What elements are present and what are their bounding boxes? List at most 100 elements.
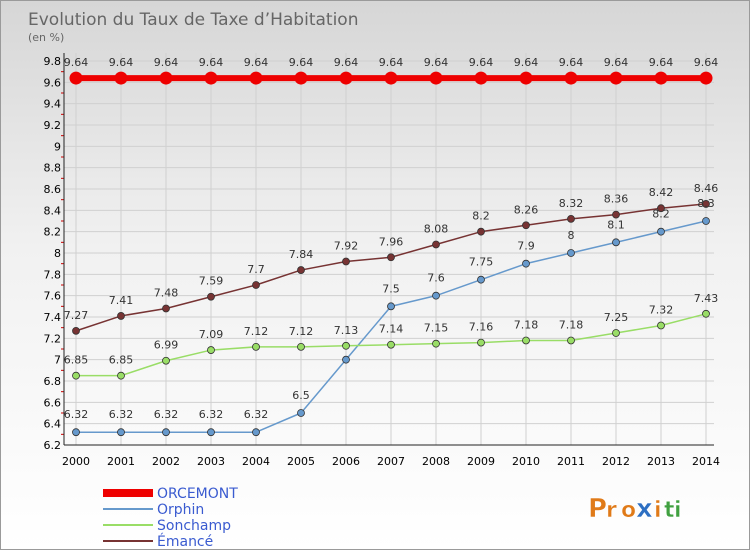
data-label: 6.85 [64,354,89,367]
data-label: 8.1 [607,218,625,231]
data-point [477,275,485,284]
x-tick-label: 2011 [557,455,585,468]
data-label: 7.5 [382,282,400,295]
data-point [477,338,485,347]
data-point [384,71,398,85]
y-tick-label: 6.4 [44,418,62,431]
data-point [207,292,215,301]
data-label: 9.64 [199,56,224,69]
y-tick-label: 8.6 [44,183,62,196]
data-point [72,326,80,335]
data-label: 6.85 [109,354,134,367]
data-point [699,71,713,85]
data-point [432,339,440,348]
y-tick-label: 8.4 [44,204,62,217]
legend-label: Orphin [157,502,204,518]
data-point [162,304,170,313]
x-tick-label: 2010 [512,455,540,468]
data-label: 9.64 [424,56,449,69]
x-tick-label: 2006 [332,455,360,468]
data-point [657,321,665,330]
data-point [342,341,350,350]
x-tick-label: 2014 [692,455,720,468]
data-point [72,428,80,437]
logo-letter: P [588,494,607,524]
data-point [342,257,350,266]
chart-title: Evolution du Taux de Taxe d’Habitation [28,10,358,30]
legend-label: Sonchamp [157,518,231,534]
logo-letter: i [674,498,682,523]
data-label: 7.27 [64,309,89,322]
data-label: 9.64 [649,56,674,69]
data-label: 7.12 [244,325,269,338]
data-point [297,409,305,417]
logo-letter: o [621,498,636,523]
data-point [612,210,620,219]
data-label: 6.5 [292,389,310,402]
data-point [567,336,575,345]
data-label: 7.13 [334,324,359,337]
axes: 6.26.46.66.877.27.47.67.888.28.48.68.899… [44,53,720,468]
data-label: 6.32 [244,408,269,421]
x-tick-label: 2008 [422,455,450,468]
legend-label: Émancé [157,533,213,550]
data-label: 9.64 [109,56,134,69]
x-tick-label: 2002 [152,455,180,468]
grid [64,53,714,446]
data-point [297,342,305,351]
data-point [429,71,443,85]
data-point [387,302,395,311]
data-label: 7.15 [424,322,449,335]
data-label: 7.12 [289,325,314,338]
x-tick-label: 2009 [467,455,495,468]
x-tick-label: 2000 [62,455,90,468]
data-point [609,71,623,85]
data-point [252,342,260,351]
y-tick-label: 8.2 [44,226,62,239]
chart-subtitle: (en %) [28,31,64,44]
data-label: 9.64 [289,56,314,69]
data-label: 7.84 [289,248,314,261]
data-label: 9.64 [64,56,89,69]
data-label: 8.26 [514,203,539,216]
y-tick-label: 9.4 [44,98,62,111]
y-tick-label: 6.6 [44,396,62,409]
x-tick-label: 2013 [647,455,675,468]
data-label: 7.96 [379,235,404,248]
data-point [117,312,125,320]
data-label: 6.32 [109,408,134,421]
legend-label: ORCEMONT [157,486,238,502]
data-label: 7.48 [154,286,179,299]
data-label: 7.18 [514,318,539,331]
data-point [519,71,533,85]
data-label: 9.64 [244,56,269,69]
data-label: 8.08 [424,222,449,235]
data-label: 9.64 [694,56,719,69]
logo-letter: x [636,494,653,524]
data-point [114,71,128,85]
x-tick-label: 2005 [287,455,315,468]
data-point [117,371,125,380]
data-point [522,221,530,230]
data-label: 9.64 [514,56,539,69]
data-label: 9.64 [154,56,179,69]
data-label: 6.32 [64,408,89,421]
data-label: 7.25 [604,311,629,324]
series-lines [69,71,713,437]
data-point [207,346,215,354]
data-point [159,71,173,85]
data-label: 8.3 [697,197,715,210]
data-point [249,71,263,85]
y-tick-label: 6.8 [44,375,62,388]
data-point [207,428,215,437]
y-tick-label: 7.8 [44,268,62,281]
y-tick-label: 7.4 [44,311,62,324]
data-label: 8.32 [559,197,584,210]
data-point [612,238,620,247]
y-tick-label: 9.8 [44,55,62,68]
x-tick-label: 2003 [197,455,225,468]
data-point [252,281,260,289]
